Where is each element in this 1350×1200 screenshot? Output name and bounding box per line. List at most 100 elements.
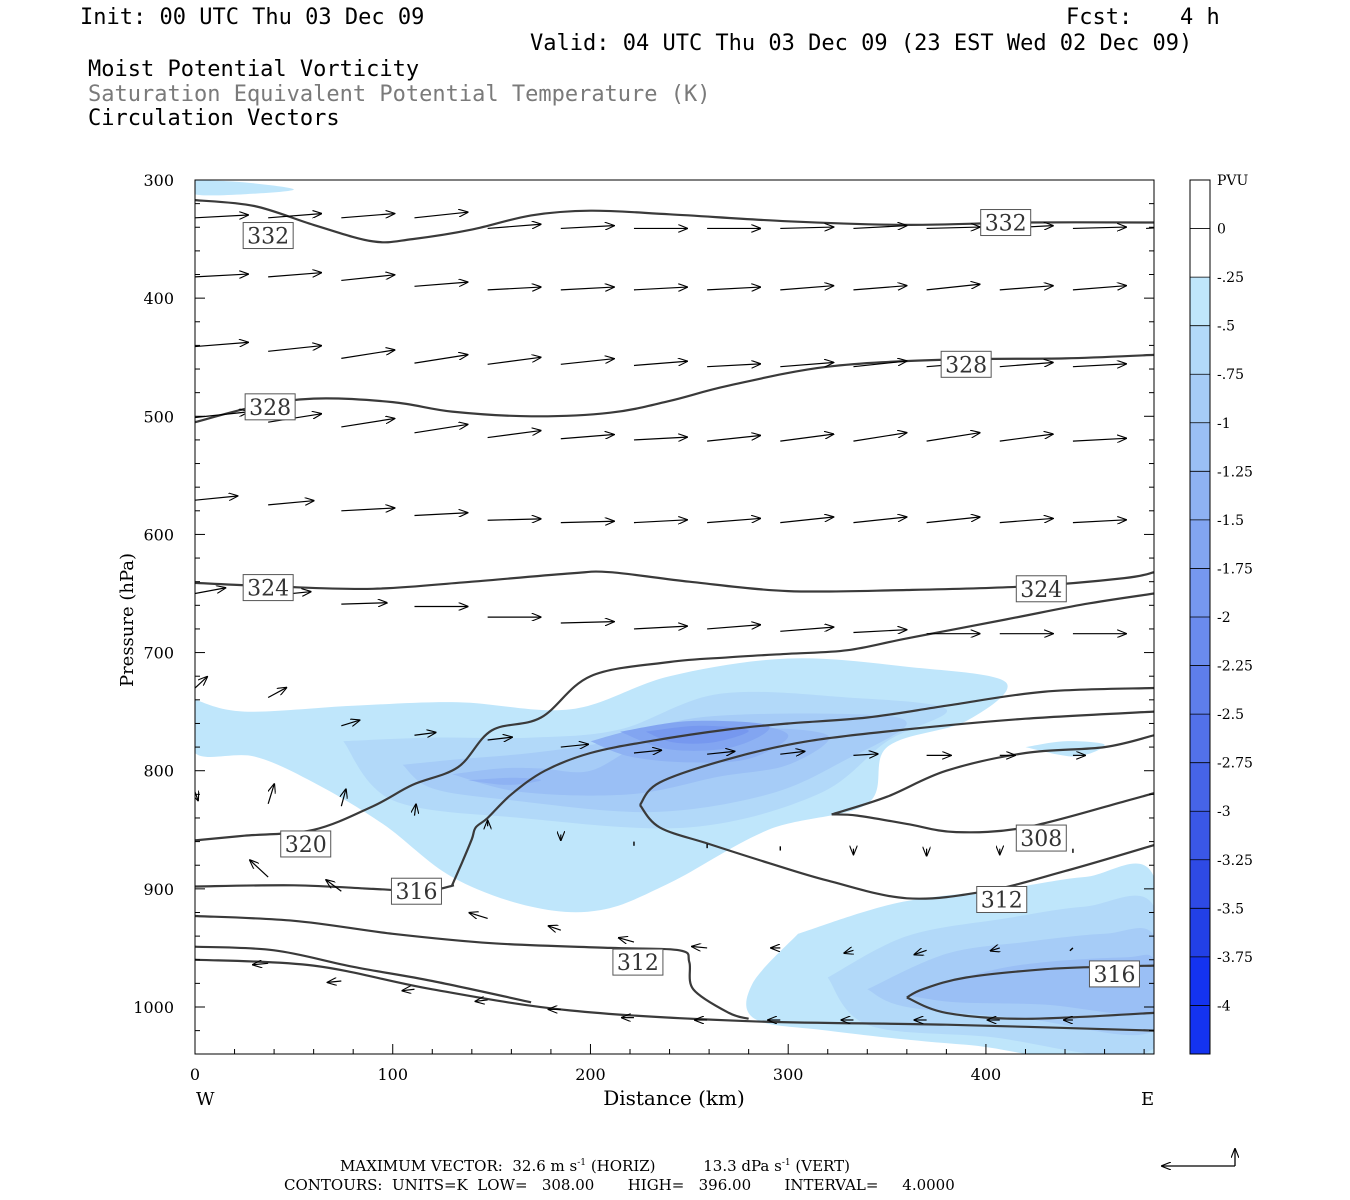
theta-es-contour xyxy=(831,792,1154,834)
colorbar-swatch xyxy=(1190,180,1210,229)
circulation-vector xyxy=(707,287,760,290)
circulation-vector xyxy=(253,963,269,964)
colorbar-swatch xyxy=(1190,714,1210,763)
contour-label: 328 xyxy=(249,396,291,421)
circulation-vector xyxy=(619,938,635,942)
colorbar-swatch xyxy=(1190,519,1210,569)
circulation-vector xyxy=(853,361,906,368)
contour-label: 316 xyxy=(1093,963,1135,988)
contour-label-box xyxy=(980,209,1032,237)
colorbar-swatch xyxy=(1190,811,1210,860)
colorbar-swatch xyxy=(1190,1005,1210,1054)
colorbar-swatch xyxy=(1190,859,1210,909)
circulation-vector xyxy=(780,627,833,632)
circulation-vector xyxy=(414,513,467,516)
circulation-vector xyxy=(195,496,237,500)
colorbar-title: PVU xyxy=(1217,173,1249,189)
pv-shade-polygon xyxy=(195,180,294,196)
y-tick-label: 900 xyxy=(143,880,174,899)
y-tick-label: 400 xyxy=(143,289,174,308)
circulation-vector xyxy=(853,754,877,755)
circulation-vector xyxy=(1072,364,1126,367)
circulation-vector xyxy=(267,784,274,804)
contour-label-box xyxy=(1015,824,1067,852)
colorbar-swatch xyxy=(1190,568,1210,617)
circulation-vector xyxy=(487,431,541,439)
theta-es-contour xyxy=(195,914,749,1020)
circulation-vector xyxy=(926,517,980,524)
colorbar-label: -2.75 xyxy=(1217,756,1253,772)
field-title-vectors: Circulation Vectors xyxy=(88,106,340,131)
theta-es-contour xyxy=(195,353,1154,424)
circulation-vector xyxy=(707,435,760,442)
colorbar-label: -1.25 xyxy=(1217,464,1253,480)
contour-label: 332 xyxy=(247,225,289,250)
circulation-vector xyxy=(1072,520,1126,523)
circulation-vector xyxy=(1072,438,1126,441)
plot-frame xyxy=(194,179,1155,1055)
max-vector-horiz-unit: (HORIZ) xyxy=(590,1157,656,1175)
colorbar-swatch xyxy=(1190,471,1210,520)
circulation-vector xyxy=(707,518,760,524)
init-time: Init: 00 UTC Thu 03 Dec 09 xyxy=(80,5,425,30)
max-vector-label: MAXIMUM VECTOR: xyxy=(340,1157,503,1175)
circulation-vector xyxy=(487,287,541,290)
circulation-vector xyxy=(633,626,687,629)
circulation-vector xyxy=(692,947,708,948)
circulation-vector xyxy=(476,1000,488,1001)
circulation-vector xyxy=(999,518,1053,524)
contour-label: 308 xyxy=(1020,827,1062,852)
theta-es-contour xyxy=(451,686,1154,886)
x-tick-label: 400 xyxy=(971,1065,1002,1084)
contour-label-box xyxy=(612,948,664,976)
circulation-vector xyxy=(560,521,614,522)
y-tick-label: 300 xyxy=(143,171,174,190)
y-tick-label: 800 xyxy=(143,762,174,781)
contour-label-box xyxy=(390,877,442,905)
circulation-vector xyxy=(1146,227,1154,230)
x-tick-label: 200 xyxy=(575,1065,606,1084)
circulation-vector xyxy=(633,750,661,753)
circulation-vector xyxy=(853,286,906,291)
circulation-vector xyxy=(707,625,760,630)
colorbar-swatch xyxy=(1190,665,1210,715)
circulation-vector xyxy=(487,224,541,230)
reference-vector-icon xyxy=(1162,1149,1235,1166)
x-tick-label: 100 xyxy=(377,1065,408,1084)
horiz-exponent: -1 xyxy=(577,1158,587,1168)
contour-label-box xyxy=(1088,960,1140,988)
circulation-vector xyxy=(1072,286,1126,291)
contour-label: 316 xyxy=(395,880,437,905)
colorbar-label: -.5 xyxy=(1217,319,1235,335)
circulation-vector xyxy=(991,948,1000,951)
colorbar-label: -2 xyxy=(1217,610,1231,626)
circulation-vector xyxy=(195,792,198,800)
colorbar-label: -1 xyxy=(1217,416,1231,432)
contour-label: 324 xyxy=(247,577,289,602)
circulation-vector xyxy=(999,286,1053,291)
axes-layer: 0 100 200 300 400 300 400 500 600 700 800 900 1000 xyxy=(133,171,1154,1084)
y-tick-label: 1000 xyxy=(133,998,174,1017)
circulation-vector xyxy=(999,434,1053,442)
circulation-vector xyxy=(853,630,906,633)
contour-label-box xyxy=(940,350,992,378)
circulation-vector xyxy=(780,751,804,754)
y-tick-label: 500 xyxy=(143,407,174,426)
circulation-vector xyxy=(780,286,833,291)
theta-es-contour xyxy=(195,570,1154,593)
circulation-vector xyxy=(560,359,614,365)
circulation-vector xyxy=(341,419,394,428)
circulation-vector xyxy=(267,688,286,698)
circulation-vector xyxy=(1072,227,1126,228)
circulation-vector xyxy=(414,355,467,364)
y-axis-label: Pressure (hPa) xyxy=(117,553,138,687)
colorbar-label: -1.75 xyxy=(1217,561,1253,577)
colorbar-label: -3.75 xyxy=(1217,950,1253,966)
circulation-vector xyxy=(469,913,488,919)
colorbar-label: -3.25 xyxy=(1217,853,1253,869)
circulation-vector xyxy=(633,361,687,367)
x-axis-label: Distance (km) xyxy=(603,1086,745,1110)
theta-es-contour xyxy=(831,734,1154,816)
contour-label: 312 xyxy=(617,951,659,976)
colorbar-label: -.75 xyxy=(1217,367,1244,383)
